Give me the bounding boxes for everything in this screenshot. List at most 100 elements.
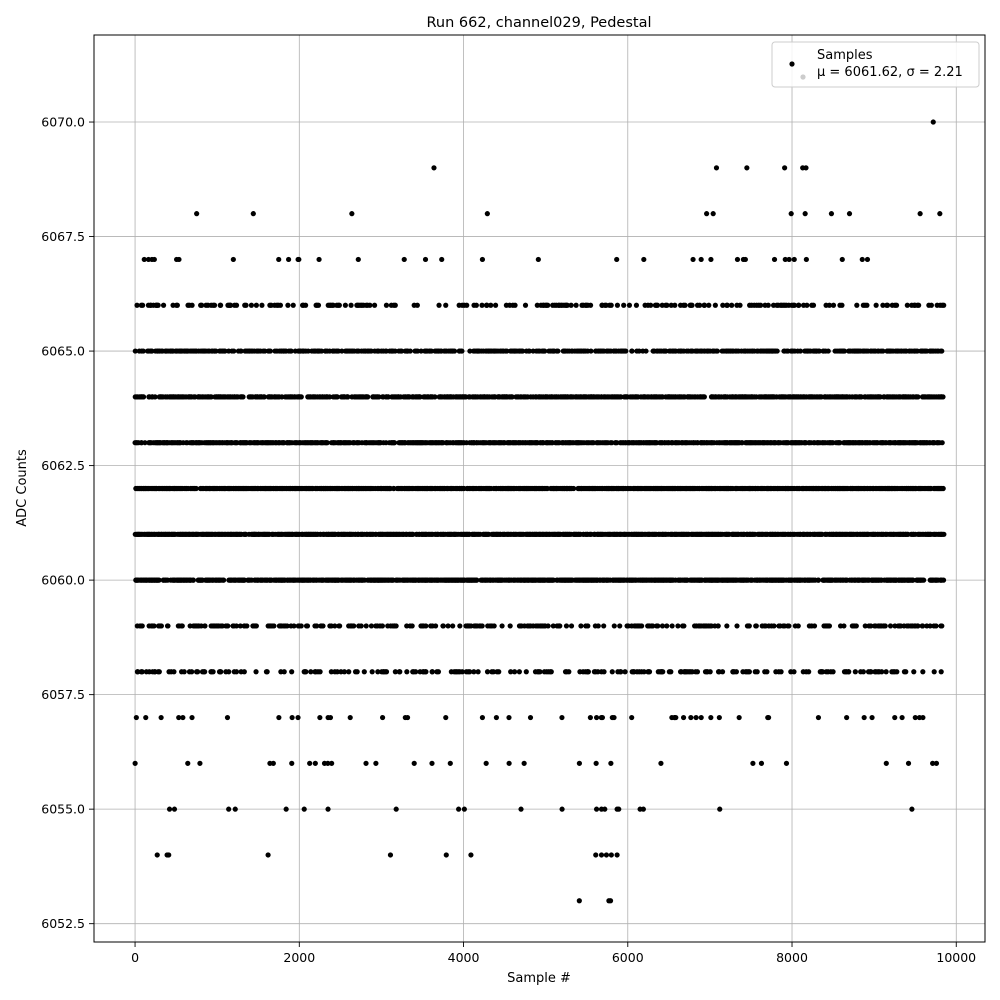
data-point <box>698 714 704 721</box>
data-points <box>132 119 947 904</box>
data-point <box>622 669 628 675</box>
data-point <box>202 669 208 675</box>
data-point <box>303 302 309 308</box>
data-point <box>464 302 470 308</box>
data-point <box>334 394 340 400</box>
data-point <box>259 302 265 308</box>
data-point <box>598 852 605 858</box>
data-point <box>893 302 900 308</box>
data-point <box>233 623 240 629</box>
data-point <box>938 669 944 675</box>
data-point <box>225 623 231 629</box>
data-point <box>253 669 259 675</box>
data-point <box>133 714 139 721</box>
data-point <box>295 714 301 721</box>
data-point <box>516 669 522 675</box>
data-point <box>940 485 946 492</box>
data-point <box>578 623 584 629</box>
data-point <box>680 714 687 721</box>
data-point <box>520 348 526 354</box>
data-point <box>939 348 945 354</box>
data-point <box>588 348 594 354</box>
data-point <box>853 623 859 629</box>
data-point <box>317 669 323 675</box>
data-point <box>490 669 497 675</box>
data-point <box>839 302 845 308</box>
data-point <box>664 623 670 629</box>
data-point <box>431 165 437 171</box>
data-point <box>641 669 647 675</box>
data-point <box>185 760 191 766</box>
data-point <box>237 623 244 629</box>
data-point <box>171 806 178 812</box>
data-point <box>283 806 289 812</box>
data-point <box>629 714 635 721</box>
data-point <box>284 623 290 629</box>
data-point <box>298 394 304 400</box>
data-point <box>555 348 561 354</box>
data-point <box>414 302 420 308</box>
data-point <box>714 348 720 354</box>
data-point <box>648 302 654 308</box>
data-point <box>765 714 772 721</box>
data-point <box>218 669 224 675</box>
data-point <box>788 211 794 217</box>
data-point <box>392 669 398 675</box>
data-point <box>429 760 435 766</box>
data-point <box>928 302 934 308</box>
data-point <box>139 669 145 675</box>
data-point <box>650 623 656 629</box>
data-point <box>301 806 307 812</box>
data-point <box>930 760 936 766</box>
data-point <box>233 669 240 675</box>
data-point <box>379 623 386 629</box>
data-point <box>358 623 364 629</box>
data-point <box>432 394 438 400</box>
data-point <box>508 669 514 675</box>
data-point <box>617 623 623 629</box>
data-point <box>920 669 926 675</box>
data-point <box>783 760 790 766</box>
data-point <box>208 394 214 400</box>
data-point <box>609 669 615 675</box>
data-point <box>261 394 267 400</box>
data-point <box>920 714 926 721</box>
data-point <box>308 669 314 675</box>
data-point <box>373 760 379 766</box>
data-point <box>659 623 666 629</box>
data-point <box>379 714 386 721</box>
data-point <box>669 623 675 629</box>
data-point <box>593 714 600 721</box>
data-point <box>342 302 348 308</box>
data-point <box>139 623 145 629</box>
data-point <box>474 577 480 583</box>
data-point <box>409 623 415 629</box>
data-point <box>392 302 398 308</box>
data-point <box>158 714 164 721</box>
data-point <box>545 302 551 308</box>
data-point <box>325 806 331 812</box>
data-point <box>456 806 462 812</box>
data-point <box>270 760 276 766</box>
data-point <box>443 852 449 858</box>
data-point <box>621 302 627 308</box>
data-point <box>135 669 141 675</box>
data-point <box>595 669 601 675</box>
data-point <box>899 714 905 721</box>
data-point <box>336 302 342 308</box>
data-point <box>940 577 947 583</box>
data-point <box>346 669 352 675</box>
data-point <box>393 623 399 629</box>
data-point <box>750 760 756 766</box>
data-point <box>765 302 771 308</box>
data-point <box>305 348 311 354</box>
data-point <box>291 623 297 629</box>
data-point <box>672 302 678 308</box>
data-point <box>493 714 499 721</box>
data-point <box>241 669 247 675</box>
data-point <box>243 302 249 308</box>
data-point <box>608 760 614 766</box>
data-point <box>566 669 572 675</box>
data-point <box>451 348 458 354</box>
data-point <box>509 394 515 400</box>
